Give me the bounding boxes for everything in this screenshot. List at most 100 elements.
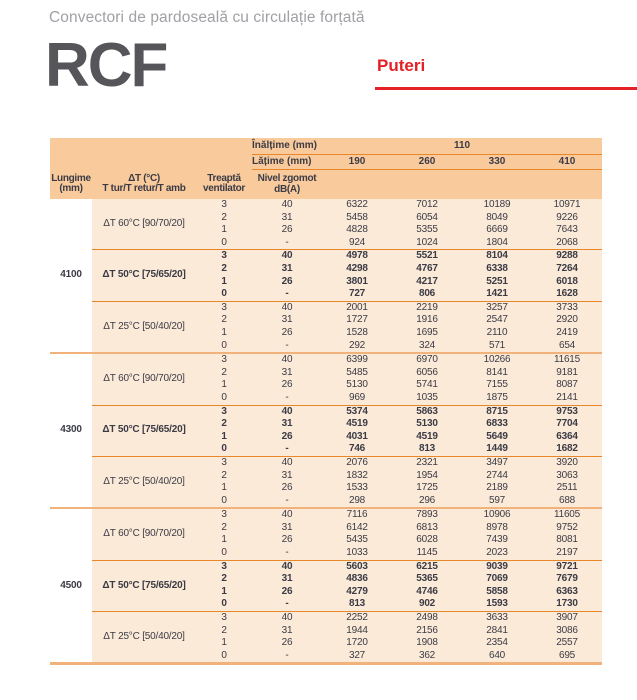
power-value-cell: 2001 (322, 300, 392, 315)
power-value-cell: 2068 (532, 236, 603, 250)
power-value-cell: 640 (462, 649, 532, 663)
power-value-cell: 4767 (392, 262, 462, 276)
power-value-cell: 11605 (532, 507, 603, 522)
data-row: 1 26 4828 5355 6669 7643 (50, 224, 603, 237)
power-value-cell: 4746 (392, 585, 462, 599)
power-value-cell: 9753 (532, 404, 603, 419)
power-value-cell: 5741 (392, 379, 462, 392)
fan-speed-cell: 1 (196, 430, 252, 444)
power-value-cell: 2219 (392, 300, 462, 315)
power-value-cell: 10266 (462, 352, 532, 367)
delta-t-label: ΔT 25°C [50/40/20] (92, 300, 196, 354)
power-value-cell: 6056 (392, 366, 462, 380)
col-header-fan-speed: Treaptă ventilator (196, 169, 252, 199)
power-value-cell: 5521 (392, 249, 462, 263)
power-value-cell: 1804 (462, 236, 532, 250)
noise-level-cell: - (252, 649, 322, 663)
noise-level-cell: 31 (252, 211, 322, 225)
power-value-cell: 10189 (462, 199, 532, 212)
power-value-cell: 969 (322, 391, 392, 405)
data-row: 2 31 6142 6813 8978 9752 (50, 521, 603, 535)
noise-level-cell: 40 (252, 199, 322, 212)
power-value-cell: 1725 (392, 482, 462, 495)
data-row: 1 26 1533 1725 2189 2511 (50, 482, 603, 495)
power-value-cell: 4298 (322, 262, 392, 276)
power-value-cell: 6399 (322, 352, 392, 367)
power-value-cell: 806 (392, 288, 462, 302)
data-row: 1 26 3801 4217 5251 6018 (50, 275, 603, 289)
power-value-cell: 6813 (392, 521, 462, 535)
power-value-cell: 5130 (392, 418, 462, 431)
power-value-cell: 9039 (462, 559, 532, 574)
fan-speed-cell: 3 (196, 300, 252, 315)
noise-level-cell: 31 (252, 314, 322, 327)
power-value-cell: 6363 (532, 585, 603, 599)
length-group-4500: 4500 ΔT 60°C [90/70/20] 3 40 7116 7893 10906 11… (50, 507, 603, 663)
column-header-row: Lungime (mm) ΔT (°C) T tur/T retur/T amb… (50, 169, 603, 199)
fan-speed-cell: 0 (196, 547, 252, 561)
noise-level-cell: 26 (252, 482, 322, 495)
fan-speed-cell: 2 (196, 211, 252, 225)
fan-speed-cell: 2 (196, 521, 252, 535)
power-value-cell: 9288 (532, 249, 603, 263)
data-row: 0-969 1035 1875 2141 (50, 391, 603, 405)
noise-level-cell: 31 (252, 418, 322, 431)
fan-speed-cell: 3 (196, 559, 252, 574)
power-value-cell: 4031 (322, 430, 392, 444)
fan-speed-cell: 1 (196, 224, 252, 237)
fan-speed-cell: 2 (196, 262, 252, 276)
data-row: 0-924 1024 1804 2068 (50, 236, 603, 250)
data-row: 2 31 5485 6056 8141 9181 (50, 366, 603, 380)
col-header-noise-level: Nivel zgomot dB(A) (252, 169, 322, 199)
power-value-cell: 1720 (322, 637, 392, 650)
power-value-cell: 3733 (532, 300, 603, 315)
power-value-cell: 5435 (322, 534, 392, 548)
data-row: 2 31 1832 1954 2744 3063 (50, 469, 603, 483)
header-spacer (322, 169, 392, 199)
power-value-cell: 571 (462, 339, 532, 354)
fan-speed-cell: 1 (196, 534, 252, 548)
fan-speed-cell: 1 (196, 379, 252, 392)
fan-speed-cell: 2 (196, 624, 252, 638)
power-value-cell: 9226 (532, 211, 603, 225)
fan-speed-cell: 3 (196, 404, 252, 419)
data-row: 0-292 324 571 654 (50, 339, 603, 354)
data-row: 4300 ΔT 60°C [90/70/20] 3 40 6399 6970 10266 11… (50, 352, 603, 509)
power-value-cell: 1145 (392, 547, 462, 561)
power-value-cell: 6338 (462, 262, 532, 276)
noise-level-cell: 31 (252, 521, 322, 535)
power-value-cell: 5858 (462, 585, 532, 599)
power-value-cell: 7643 (532, 224, 603, 237)
power-value-cell: 3257 (462, 300, 532, 315)
power-value-cell: 10906 (462, 507, 532, 522)
data-row: ΔT 25°C [50/40/20] 3 40 2076 2321 3497 3920 (50, 455, 603, 509)
noise-level-cell: 40 (252, 404, 322, 419)
power-value-cell: 3633 (462, 610, 532, 625)
data-row: ΔT 50°C [75/65/20] 3 40 5374 5863 8715 9753 (50, 404, 603, 457)
page-subtitle: Convectori de pardoseală cu circulație f… (49, 9, 365, 26)
power-value-cell: 5251 (462, 275, 532, 289)
power-value-cell: 3063 (532, 469, 603, 483)
power-value-cell: 4828 (322, 224, 392, 237)
power-value-cell: 1730 (532, 598, 603, 612)
power-value-cell: 1421 (462, 288, 532, 302)
data-row: 2 31 1727 1916 2547 2920 (50, 314, 603, 327)
height-value: 110 (322, 138, 603, 155)
power-value-cell: 8715 (462, 404, 532, 419)
width-value-330: 330 (462, 154, 532, 170)
header-spacer (462, 169, 532, 199)
power-value-cell: 6833 (462, 418, 532, 431)
power-value-cell: 6669 (462, 224, 532, 237)
header-spacer (50, 138, 252, 155)
power-value-cell: 9721 (532, 559, 603, 574)
data-row: 2 31 5458 6054 8049 9226 (50, 211, 603, 225)
noise-level-cell: 26 (252, 637, 322, 650)
power-value-cell: 1682 (532, 443, 603, 457)
power-value-cell: 7893 (392, 507, 462, 522)
data-row: 0-813 902 1593 1730 (50, 598, 603, 612)
delta-t-label: ΔT 60°C [90/70/20] (92, 507, 196, 561)
fan-speed-cell: 0 (196, 391, 252, 405)
data-row: 0-298 296 597 688 (50, 494, 603, 509)
power-value-cell: 1024 (392, 236, 462, 250)
power-value-cell: 1875 (462, 391, 532, 405)
